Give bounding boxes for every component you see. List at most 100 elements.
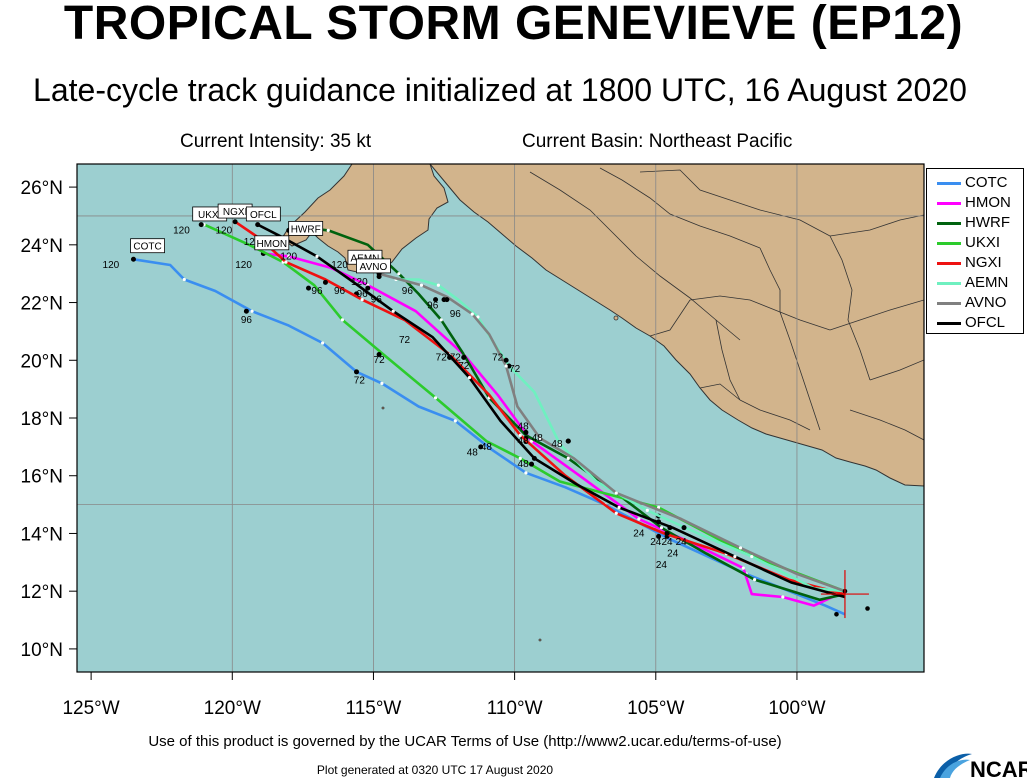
forecast-hour-dot <box>478 444 484 450</box>
hour-label: 120 <box>351 277 368 288</box>
hour-label: 48 <box>518 459 530 470</box>
x-tick-label: 100°W <box>768 698 825 719</box>
track-marker <box>397 272 401 276</box>
svg-text:NCAR: NCAR <box>970 757 1027 780</box>
legend-label: OFCL <box>965 314 1006 331</box>
forecast-hour-dot <box>667 525 673 531</box>
legend: COTC HMON HWRF UKXI NGXI AEMN AVNO OFCL <box>926 168 1024 334</box>
hour-label: 48 <box>532 433 544 444</box>
forecast-hour-dot <box>656 533 662 539</box>
legend-item-ukxi: UKXI <box>935 233 1023 253</box>
forecast-hour-dot <box>232 219 238 225</box>
track-marker <box>645 508 649 512</box>
hour-label: 96 <box>450 309 462 320</box>
forecast-tracks <box>130 219 870 617</box>
hour-label: 120 <box>244 237 261 248</box>
hour-label: 24 <box>667 549 679 560</box>
hour-label: 120 <box>235 260 252 271</box>
y-tick-label: 24°N <box>21 236 63 257</box>
forecast-hour-dot <box>523 429 529 435</box>
track-marker <box>439 318 443 322</box>
track-marker <box>476 315 480 319</box>
hour-label: 72 <box>450 352 462 363</box>
legend-item-hwrf: HWRF <box>935 213 1023 233</box>
hour-label: 24 <box>656 560 668 571</box>
forecast-hour-dot <box>531 455 537 461</box>
current-basin: Current Basin: Northeast Pacific <box>522 131 793 152</box>
legend-swatch <box>937 282 961 285</box>
initial-position-dot <box>834 611 839 617</box>
hour-label: 72 <box>436 352 448 363</box>
hour-label: 120 <box>103 260 120 271</box>
hour-label: 120 <box>331 260 348 271</box>
legend-label: NGXI <box>965 254 1002 271</box>
x-tick-label: 110°W <box>487 698 543 719</box>
hour-label: 24 <box>676 537 688 548</box>
track-marker <box>340 318 344 322</box>
track-marker <box>659 526 664 530</box>
svg-text:UKXI: UKXI <box>198 210 221 221</box>
legend-label: UKXI <box>965 234 1001 251</box>
track-marker <box>391 309 395 313</box>
ncar-logo: NCAR <box>934 753 1027 780</box>
hour-label: 96 <box>357 289 369 300</box>
mexico-mainland-land <box>429 164 924 487</box>
hour-label: 24 <box>633 528 645 539</box>
forecast-hour-dot <box>447 354 453 360</box>
hour-label: 48 <box>518 422 530 433</box>
hour-label: 72 <box>354 375 366 386</box>
hour-label: 72 <box>399 335 411 346</box>
state-boundaries <box>529 167 924 441</box>
legend-swatch <box>937 202 961 205</box>
hour-label: 24 <box>662 537 674 548</box>
hour-label: 96 <box>311 286 323 297</box>
track-hmon <box>263 252 846 607</box>
track-marker <box>250 309 254 313</box>
hour-label: 72 <box>374 355 386 366</box>
legend-label: AVNO <box>965 294 1007 311</box>
track-marker <box>614 491 618 495</box>
forecast-hour-dot <box>322 279 328 285</box>
forecast-hour-dot <box>461 354 467 360</box>
forecast-hour-dot <box>565 438 571 444</box>
track-marker <box>504 364 508 368</box>
track-marker <box>287 254 291 258</box>
legend-label: HWRF <box>965 214 1010 231</box>
hour-label: 72 <box>509 364 521 375</box>
forecast-hour-dot <box>681 525 687 531</box>
forecast-hour-dot <box>354 369 360 375</box>
hour-label: 96 <box>334 286 346 297</box>
hour-label: 120 <box>280 251 297 262</box>
track-marker <box>617 505 621 510</box>
forecast-hour-dot <box>198 222 204 228</box>
svg-text:AVNO: AVNO <box>360 262 388 273</box>
legend-swatch <box>937 262 961 265</box>
hour-label: 96 <box>371 295 383 306</box>
model-label-hwrf: HWRF <box>288 220 324 236</box>
track-ofcl <box>257 223 846 599</box>
track-marker <box>182 277 186 282</box>
track-marker <box>750 554 754 559</box>
forecast-hour-dot <box>664 530 670 536</box>
track-marker <box>733 554 737 559</box>
legend-label: COTC <box>965 174 1008 191</box>
track-marker <box>326 228 330 232</box>
islands <box>381 315 619 642</box>
hour-label: 48 <box>518 436 530 447</box>
track-marker <box>566 456 570 461</box>
track-marker <box>467 375 472 380</box>
model-label-hmon: HMON <box>254 235 290 251</box>
hour-label: 48 <box>467 448 479 459</box>
track-marker <box>470 312 474 316</box>
track-marker <box>518 456 522 461</box>
track-ngxi <box>234 220 846 596</box>
storm-center-marker <box>820 570 869 619</box>
hour-label: 96 <box>402 286 414 297</box>
track-marker <box>741 566 745 570</box>
legend-swatch <box>937 322 961 325</box>
forecast-hour-dot <box>130 256 136 262</box>
track-marker <box>321 341 325 345</box>
legend-item-ofcl: OFCL <box>935 313 1023 333</box>
svg-text:HWRF: HWRF <box>291 224 321 235</box>
